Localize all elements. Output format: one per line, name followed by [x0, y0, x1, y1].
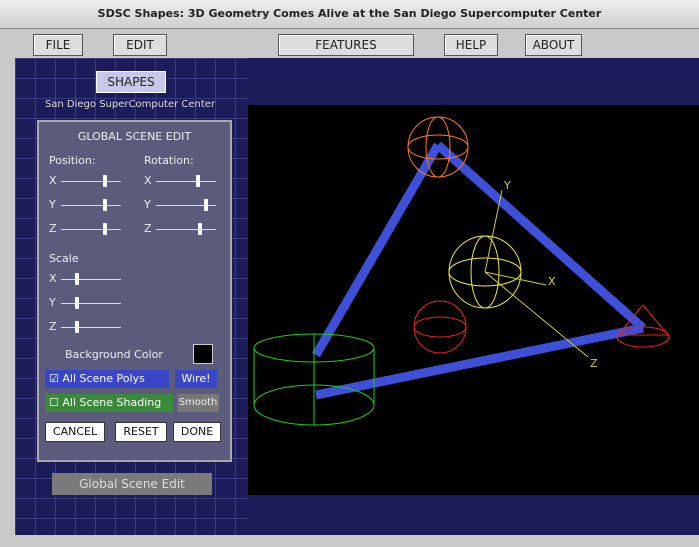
axis-label: Z [49, 320, 57, 333]
cancel-button[interactable]: CANCEL [45, 422, 105, 442]
label: Rotation: [144, 154, 194, 167]
label: Background Color [65, 348, 163, 361]
window-title: SDSC Shapes: 3D Geometry Comes Alive at … [0, 0, 699, 29]
slider-track[interactable] [61, 229, 121, 230]
slider-track[interactable] [61, 205, 121, 206]
label: All Scene Shading [62, 396, 161, 409]
menu-item[interactable]: HELP [444, 34, 498, 56]
caption: San Diego SuperComputer Center [20, 99, 240, 110]
panel-title: GLOBAL SCENE EDIT [39, 130, 230, 143]
axis-label: Z [590, 357, 598, 370]
label: All Scene Polys [62, 372, 144, 385]
axis-label: Z [49, 222, 57, 235]
global-edit-button[interactable]: Global Scene Edit [52, 473, 212, 495]
slider-track[interactable] [156, 181, 216, 182]
menu-item[interactable]: EDIT [113, 34, 167, 56]
label: Position: [49, 154, 96, 167]
axis-label: Y [503, 179, 511, 192]
menu-item[interactable]: ABOUT [525, 34, 582, 56]
slider-knob[interactable] [75, 273, 79, 285]
reset-button[interactable]: RESET [115, 422, 167, 442]
viewport-bg [248, 105, 699, 495]
slider-knob[interactable] [198, 223, 202, 235]
slider-knob[interactable] [75, 297, 79, 309]
menu-item[interactable]: FILE [33, 34, 83, 56]
done-button[interactable]: DONE [173, 422, 221, 442]
slider-knob[interactable] [103, 199, 107, 211]
shapes-button[interactable]: SHAPES [96, 71, 166, 93]
slider-knob[interactable] [103, 175, 107, 187]
label: Scale [49, 252, 79, 265]
axis-label: X [49, 174, 57, 187]
color-swatch[interactable] [193, 344, 213, 364]
mode-button[interactable]: Wire! [175, 370, 217, 388]
slider-knob[interactable] [103, 223, 107, 235]
scene-edit-panel: GLOBAL SCENE EDIT Position: Rotation: Sc… [37, 120, 232, 462]
app: SDSC Shapes: 3D Geometry Comes Alive at … [0, 0, 699, 547]
axis-label: Y [49, 198, 56, 211]
slider-track[interactable] [156, 229, 216, 230]
axis-label: X [49, 272, 57, 285]
axis-label: X [548, 275, 556, 288]
nav-strip [248, 58, 699, 105]
axis-label: Y [144, 198, 151, 211]
nav-strip [248, 495, 699, 535]
menu-item[interactable]: FEATURES [278, 34, 414, 56]
slider-knob[interactable] [75, 321, 79, 333]
axis-label: X [144, 174, 152, 187]
slider-track[interactable] [61, 279, 121, 280]
slider-knob[interactable] [204, 199, 208, 211]
axis-label: Z [144, 222, 152, 235]
slider-track[interactable] [61, 327, 121, 328]
checkbox[interactable]: ☐ All Scene Shading [45, 394, 173, 412]
axis-label: Y [49, 296, 56, 309]
slider-track[interactable] [61, 181, 121, 182]
mode-button[interactable]: Smooth [177, 394, 219, 412]
viewport: Y X Z [248, 105, 699, 495]
checkbox[interactable]: ☑ All Scene Polys [45, 370, 169, 388]
slider-knob[interactable] [196, 175, 200, 187]
slider-track[interactable] [61, 303, 121, 304]
